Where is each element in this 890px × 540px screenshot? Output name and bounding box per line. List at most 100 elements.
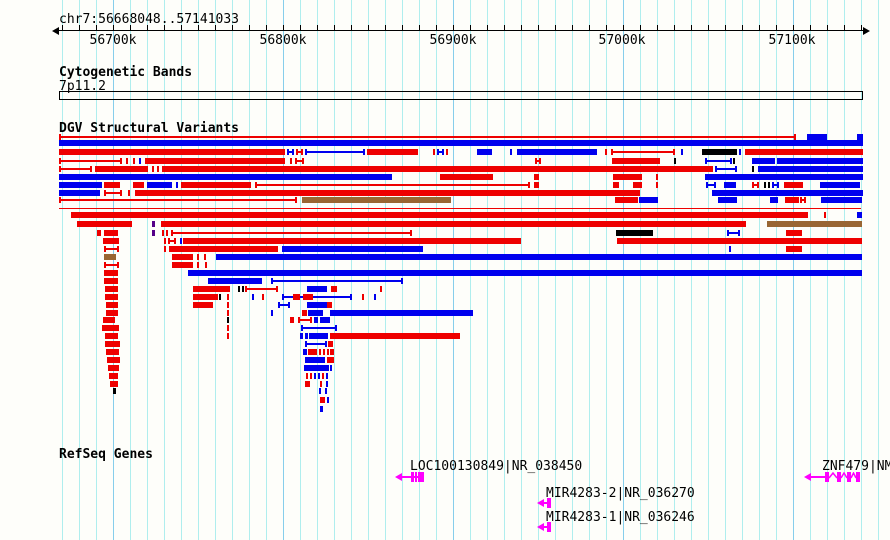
variant-segment[interactable] (183, 238, 521, 244)
variant-segment[interactable] (681, 149, 683, 155)
variant-segment-cap[interactable] (735, 166, 737, 172)
variant-segment[interactable] (238, 286, 240, 292)
variant-segment[interactable] (304, 365, 329, 371)
variant-segment[interactable] (319, 388, 321, 394)
variant-segment[interactable] (319, 349, 321, 355)
variant-segment[interactable] (752, 158, 775, 164)
cytoband-box[interactable] (59, 91, 863, 100)
variant-segment[interactable] (152, 230, 155, 236)
variant-segment[interactable] (59, 182, 102, 188)
variant-segment[interactable] (103, 317, 115, 323)
variant-segment[interactable] (362, 294, 364, 300)
variant-segment[interactable] (219, 294, 221, 300)
variant-segment[interactable] (729, 246, 731, 252)
variant-segment-cap[interactable] (310, 317, 312, 323)
variant-segment[interactable] (323, 349, 325, 355)
gene-label[interactable]: LOC100130849|NR_038450 (410, 459, 583, 474)
gene-glyph[interactable] (395, 472, 424, 482)
variant-segment-cap[interactable] (539, 158, 541, 164)
variant-segment[interactable] (290, 317, 294, 323)
variant-segment-cap[interactable] (282, 294, 284, 300)
variant-segment-cap[interactable] (401, 278, 403, 284)
variant-segment[interactable] (718, 197, 737, 203)
variant-segment[interactable] (180, 238, 182, 244)
variant-segment-cap[interactable] (437, 149, 439, 155)
variant-segment-cap[interactable] (302, 158, 304, 164)
variant-segment[interactable] (59, 160, 122, 162)
variant-segment[interactable] (59, 174, 392, 180)
variant-segment[interactable] (308, 349, 317, 355)
variant-segment[interactable] (330, 333, 460, 339)
variant-segment[interactable] (380, 286, 382, 292)
variant-segment-cap[interactable] (772, 182, 774, 188)
variant-segment[interactable] (104, 192, 122, 194)
gene-label[interactable]: MIR4283-2|NR_036270 (546, 486, 695, 501)
variant-segment[interactable] (172, 254, 193, 260)
variant-segment[interactable] (314, 317, 318, 323)
variant-segment[interactable] (824, 212, 826, 218)
variant-segment[interactable] (330, 365, 332, 371)
variant-segment[interactable] (705, 160, 732, 162)
variant-segment[interactable] (197, 262, 199, 268)
variant-segment-cap[interactable] (278, 302, 280, 308)
variant-segment[interactable] (106, 349, 119, 355)
variant-segment-cap[interactable] (442, 149, 444, 155)
variant-segment[interactable] (715, 168, 737, 170)
variant-segment[interactable] (305, 357, 325, 363)
variant-segment-cap[interactable] (59, 166, 61, 172)
variant-segment[interactable] (227, 294, 229, 300)
variant-segment[interactable] (59, 149, 285, 155)
variant-segment[interactable] (287, 151, 294, 153)
variant-segment[interactable] (534, 182, 539, 188)
variant-segment[interactable] (128, 190, 130, 196)
variant-segment[interactable] (105, 286, 118, 292)
variant-segment[interactable] (307, 286, 327, 292)
variant-segment[interactable] (104, 278, 118, 284)
variant-segment-cap[interactable] (757, 182, 759, 188)
variant-segment[interactable] (534, 174, 539, 180)
variant-segment[interactable] (326, 381, 328, 387)
variant-segment[interactable] (772, 184, 779, 186)
variant-segment[interactable] (821, 197, 862, 203)
variant-segment-cap[interactable] (335, 325, 337, 331)
variant-segment[interactable] (162, 166, 713, 172)
variant-segment[interactable] (227, 302, 229, 308)
variant-segment[interactable] (786, 246, 802, 252)
variant-segment[interactable] (193, 286, 230, 292)
variant-segment[interactable] (705, 174, 863, 180)
variant-segment-cap[interactable] (301, 325, 303, 331)
variant-segment[interactable] (706, 184, 716, 186)
variant-segment[interactable] (105, 294, 118, 300)
variant-segment[interactable] (262, 294, 264, 300)
variant-segment[interactable] (135, 190, 640, 196)
variant-segment-cap[interactable] (117, 262, 119, 268)
variant-segment[interactable] (193, 294, 218, 300)
variant-segment-cap[interactable] (171, 230, 173, 236)
variant-segment[interactable] (303, 349, 307, 355)
variant-segment[interactable] (105, 333, 118, 339)
variant-segment[interactable] (613, 174, 642, 180)
variant-segment[interactable] (702, 149, 737, 155)
variant-segment-cap[interactable] (255, 182, 257, 188)
variant-segment[interactable] (242, 286, 244, 292)
variant-segment-cap[interactable] (59, 197, 61, 203)
variant-segment-cap[interactable] (104, 246, 106, 252)
variant-segment[interactable] (327, 397, 329, 403)
variant-segment[interactable] (322, 373, 324, 379)
variant-segment[interactable] (166, 230, 168, 236)
variant-segment[interactable] (171, 232, 412, 234)
variant-segment[interactable] (205, 262, 207, 268)
variant-segment[interactable] (330, 310, 473, 316)
variant-segment[interactable] (245, 288, 278, 290)
variant-segment[interactable] (293, 294, 300, 300)
variant-segment[interactable] (296, 151, 303, 153)
variant-segment[interactable] (295, 160, 304, 162)
variant-segment-cap[interactable] (800, 197, 802, 203)
variant-segment[interactable] (106, 310, 118, 316)
variant-segment-cap[interactable] (90, 166, 92, 172)
variant-segment[interactable] (857, 212, 862, 218)
variant-segment[interactable] (300, 333, 303, 339)
variant-segment-cap[interactable] (120, 190, 122, 196)
variant-segment[interactable] (145, 158, 285, 164)
variant-segment[interactable] (327, 349, 329, 355)
